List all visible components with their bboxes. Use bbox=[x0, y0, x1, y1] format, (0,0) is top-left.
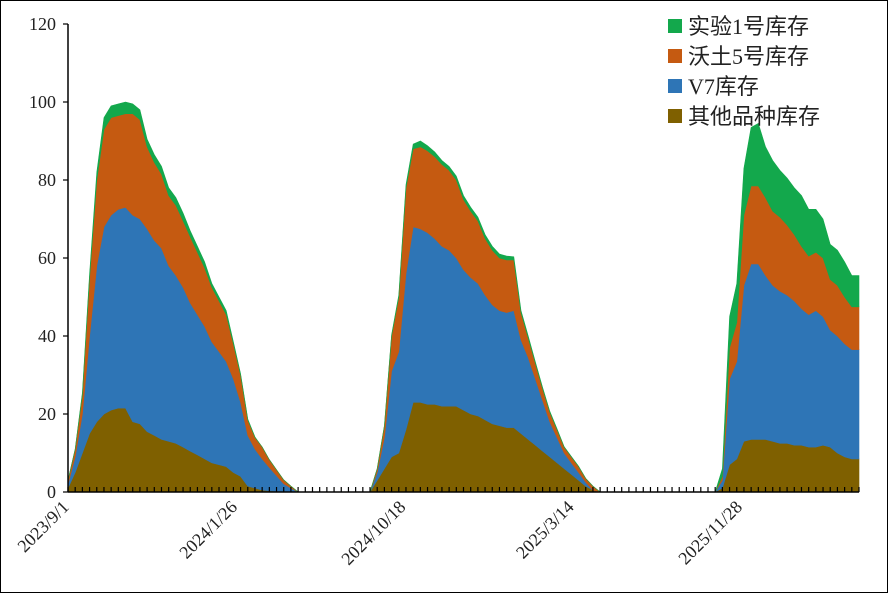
legend-swatch-wotu5 bbox=[668, 49, 682, 63]
area-season-3-series-3 bbox=[714, 122, 860, 493]
legend: 实验1号库存 沃土5号库存 V7库存 其他品种库存 bbox=[668, 14, 820, 129]
legend-swatch-other bbox=[668, 109, 682, 123]
legend-label-wotu5: 沃土5号库存 bbox=[688, 44, 809, 69]
x-tick-label: 2025/3/14 bbox=[512, 497, 578, 563]
x-tick-label: 2025/11/28 bbox=[674, 497, 746, 569]
area-layer bbox=[67, 101, 860, 493]
legend-label-v7: V7库存 bbox=[688, 74, 759, 99]
y-tick-label: 80 bbox=[38, 170, 56, 190]
y-tick-label: 40 bbox=[38, 326, 56, 346]
y-tick-label: 120 bbox=[29, 14, 56, 34]
y-tick-label: 0 bbox=[47, 482, 56, 502]
legend-label-other: 其他品种库存 bbox=[688, 104, 820, 129]
x-tick-label: 2023/9/1 bbox=[13, 497, 72, 556]
legend-swatch-exp1 bbox=[668, 19, 682, 33]
legend-label-exp1: 实验1号库存 bbox=[688, 14, 809, 39]
x-tick-label: 2024/10/18 bbox=[337, 497, 409, 569]
area-season-2-series-3 bbox=[369, 140, 658, 493]
x-tick-label: 2024/1/26 bbox=[175, 497, 241, 563]
y-tick-label: 100 bbox=[29, 92, 56, 112]
y-tick-label: 60 bbox=[38, 248, 56, 268]
legend-swatch-v7 bbox=[668, 79, 682, 93]
y-tick-label: 20 bbox=[38, 404, 56, 424]
